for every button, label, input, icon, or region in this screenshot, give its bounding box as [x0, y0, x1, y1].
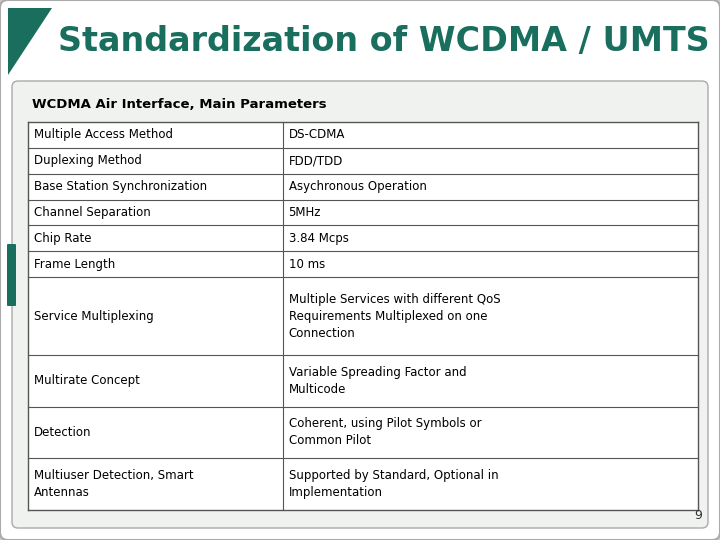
- Text: Multiuser Detection, Smart
Antennas: Multiuser Detection, Smart Antennas: [34, 469, 194, 499]
- Polygon shape: [8, 8, 52, 75]
- Text: WCDMA Air Interface, Main Parameters: WCDMA Air Interface, Main Parameters: [32, 98, 327, 111]
- Text: Variable Spreading Factor and
Multicode: Variable Spreading Factor and Multicode: [289, 366, 467, 396]
- Text: Duplexing Method: Duplexing Method: [34, 154, 142, 167]
- Text: Multirate Concept: Multirate Concept: [34, 374, 140, 387]
- Text: 5MHz: 5MHz: [289, 206, 321, 219]
- Text: 10 ms: 10 ms: [289, 258, 325, 271]
- Text: FDD/TDD: FDD/TDD: [289, 154, 343, 167]
- Text: Base Station Synchronization: Base Station Synchronization: [34, 180, 207, 193]
- FancyBboxPatch shape: [12, 81, 708, 528]
- Text: Channel Separation: Channel Separation: [34, 206, 150, 219]
- Text: Standardization of WCDMA / UMTS: Standardization of WCDMA / UMTS: [58, 25, 710, 58]
- Text: 9: 9: [694, 509, 702, 522]
- Text: Chip Rate: Chip Rate: [34, 232, 91, 245]
- Text: DS-CDMA: DS-CDMA: [289, 129, 345, 141]
- FancyBboxPatch shape: [7, 244, 16, 306]
- Text: Frame Length: Frame Length: [34, 258, 115, 271]
- Text: 3.84 Mcps: 3.84 Mcps: [289, 232, 348, 245]
- Text: Service Multiplexing: Service Multiplexing: [34, 309, 154, 322]
- Text: Supported by Standard, Optional in
Implementation: Supported by Standard, Optional in Imple…: [289, 469, 498, 499]
- Text: Asychronous Operation: Asychronous Operation: [289, 180, 426, 193]
- Text: Coherent, using Pilot Symbols or
Common Pilot: Coherent, using Pilot Symbols or Common …: [289, 417, 481, 448]
- Text: Multiple Services with different QoS
Requirements Multiplexed on one
Connection: Multiple Services with different QoS Req…: [289, 293, 500, 340]
- Polygon shape: [28, 122, 698, 510]
- Text: Multiple Access Method: Multiple Access Method: [34, 129, 173, 141]
- Text: Detection: Detection: [34, 426, 91, 439]
